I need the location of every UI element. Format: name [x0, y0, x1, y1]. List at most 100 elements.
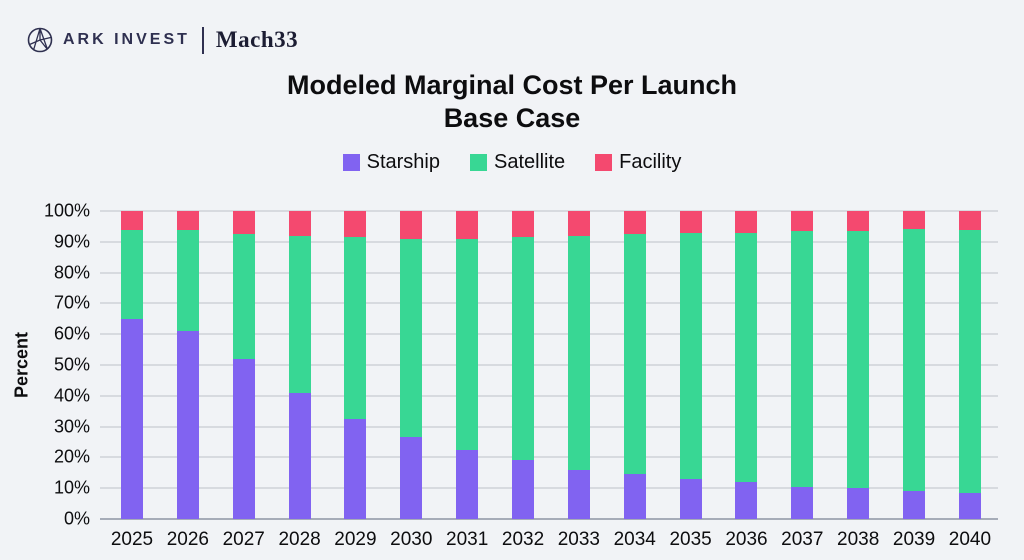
- legend-label: Facility: [619, 151, 682, 173]
- y-tick-label: 20%: [53, 446, 90, 467]
- bar-segment-satellite-2029: [344, 237, 367, 419]
- bar-segment-satellite-2040: [958, 229, 981, 493]
- gridline: [100, 456, 998, 459]
- x-tick-label-2034: 2034: [613, 529, 656, 550]
- brand-mach33: Mach33: [215, 27, 299, 52]
- bar-segment-starship-2036: [735, 482, 758, 519]
- gridline: [100, 271, 998, 274]
- y-tick-label: 80%: [53, 262, 90, 283]
- bar-segment-satellite-2030: [400, 238, 423, 438]
- bar-segment-facility-2027: [232, 211, 255, 235]
- x-axis-line: [100, 518, 998, 520]
- x-tick-label-2032: 2032: [501, 529, 545, 550]
- gridline: [100, 240, 998, 243]
- bar-2030: [400, 211, 423, 519]
- bar-segment-starship-2040: [958, 492, 981, 519]
- bar-segment-starship-2030: [400, 437, 423, 519]
- bar-segment-starship-2031: [456, 449, 479, 519]
- bar-segment-facility-2026: [176, 211, 199, 230]
- y-tick-label: 70%: [53, 292, 90, 313]
- bar-2038: [847, 211, 870, 519]
- legend-swatch-starship: [342, 154, 360, 171]
- gridline: [100, 364, 998, 366]
- bar-2027: [232, 211, 255, 519]
- bar-segment-satellite-2034: [623, 234, 646, 475]
- y-tick-label: 60%: [53, 323, 90, 344]
- gridline: [100, 425, 998, 428]
- y-axis-ticks: 0% 10% 20% 30% 40% 50% 60% 70% 80% 90% 100%: [0, 201, 90, 529]
- bar-segment-starship-2037: [791, 486, 814, 519]
- brand-header: ARK INVEST Mach33: [26, 26, 298, 54]
- bar-2029: [344, 211, 367, 519]
- x-tick-label-2040: 2040: [948, 529, 992, 550]
- x-tick-label-2037: 2037: [781, 529, 824, 550]
- bar-segment-satellite-2025: [121, 229, 143, 319]
- y-tick-label: 30%: [53, 416, 90, 437]
- brand-ark-invest: ARK INVEST: [63, 31, 190, 48]
- gridline: [100, 487, 998, 490]
- plot-area: [100, 210, 998, 520]
- bar-segment-starship-2028: [288, 392, 311, 519]
- bar-segment-satellite-2035: [679, 232, 702, 479]
- chart-title: Modeled Marginal Cost Per Launch: [286, 70, 738, 100]
- bar-2036: [735, 211, 758, 519]
- bar-segment-satellite-2033: [567, 235, 590, 470]
- x-tick-label-2035: 2035: [669, 529, 712, 550]
- bars-container: [121, 211, 981, 519]
- brand-divider: [201, 26, 204, 54]
- bar-segment-facility-2034: [623, 211, 646, 235]
- bar-2034: [623, 211, 646, 519]
- chart-subtitle: Base Case: [443, 103, 581, 133]
- bar-segment-starship-2026: [176, 331, 199, 519]
- x-tick-label-2025: 2025: [110, 529, 154, 550]
- bar-segment-facility-2029: [344, 211, 367, 238]
- bar-segment-facility-2038: [847, 211, 870, 232]
- y-tick-label: 40%: [53, 385, 90, 406]
- bar-segment-starship-2033: [567, 469, 590, 519]
- x-tick-label-2030: 2030: [390, 529, 433, 550]
- bar-segment-starship-2027: [232, 358, 255, 519]
- ark-invest-logo-icon: [26, 26, 54, 54]
- gridline: [100, 302, 998, 305]
- x-tick-label-2036: 2036: [725, 529, 768, 550]
- bar-segment-starship-2035: [679, 478, 702, 519]
- bar-segment-facility-2036: [735, 211, 758, 233]
- chart-title-block: Modeled Marginal Cost Per Launch Base Ca…: [0, 69, 1024, 135]
- bar-segment-facility-2039: [903, 211, 926, 230]
- legend-swatch-facility: [595, 154, 613, 171]
- x-tick-label-2039: 2039: [892, 529, 936, 550]
- y-tick-label: 50%: [53, 354, 90, 375]
- bar-segment-starship-2032: [512, 460, 535, 519]
- y-tick-label: 10%: [53, 477, 90, 498]
- y-tick-label: 90%: [53, 231, 90, 252]
- bar-segment-satellite-2037: [791, 231, 814, 487]
- bar-segment-satellite-2032: [512, 237, 535, 461]
- bar-segment-satellite-2038: [847, 231, 870, 489]
- bar-segment-satellite-2039: [903, 229, 926, 492]
- bar-segment-facility-2028: [288, 211, 311, 236]
- x-axis-labels: 2025 2026 2027 2028 2029 2030 2031 2032 2033 2034…: [110, 529, 992, 551]
- bar-2040: [958, 211, 981, 519]
- legend-item-starship: Starship: [342, 151, 440, 174]
- x-tick-label-2033: 2033: [557, 529, 601, 550]
- bar-segment-satellite-2031: [456, 238, 479, 450]
- legend-label: Starship: [366, 151, 440, 173]
- bar-segment-starship-2025: [121, 318, 143, 519]
- legend-label: Satellite: [493, 151, 566, 173]
- gridline: [100, 210, 998, 212]
- bar-2037: [791, 211, 814, 519]
- x-tick-label-2026: 2026: [166, 529, 209, 550]
- bar-segment-facility-2031: [456, 211, 479, 239]
- bar-2035: [679, 211, 702, 519]
- bar-segment-facility-2030: [400, 211, 423, 239]
- legend-item-satellite: Satellite: [469, 151, 566, 174]
- bar-segment-facility-2037: [791, 211, 814, 232]
- bar-2026: [176, 211, 199, 519]
- bar-segment-satellite-2036: [735, 232, 758, 483]
- bar-2025: [121, 211, 143, 519]
- bar-2039: [903, 211, 926, 519]
- chart-legend: Starship Satellite Facility: [0, 151, 1024, 174]
- bar-segment-facility-2040: [958, 211, 981, 230]
- bar-segment-facility-2025: [121, 211, 143, 230]
- bar-segment-starship-2038: [847, 488, 870, 519]
